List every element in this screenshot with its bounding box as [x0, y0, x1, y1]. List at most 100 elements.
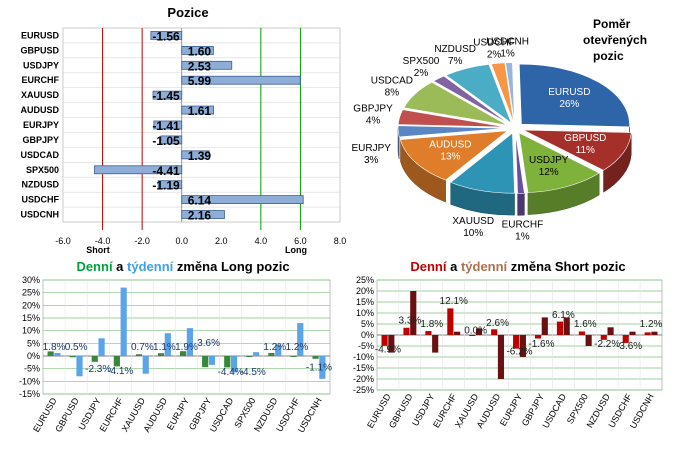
daily-change-bar: [290, 356, 297, 357]
position-bar: [160, 135, 183, 145]
change-y-tick: -25%: [353, 385, 374, 395]
pie-slice-percent: 1%: [515, 231, 530, 242]
weekly-change-bar: [164, 333, 171, 356]
short-title-part-1: Denní: [410, 259, 447, 274]
position-bar: [181, 195, 304, 205]
weekly-change-bar: [563, 317, 570, 335]
change-y-tick: 15%: [356, 297, 374, 307]
pie-slice-label: GBPJPY: [353, 104, 393, 115]
position-category-label: SPX500: [26, 165, 59, 175]
change-y-tick: 5%: [27, 338, 40, 348]
change-y-tick: 15%: [22, 313, 40, 323]
change-value-label: 3.6%: [197, 338, 220, 349]
pie-slice-label: USDCNH: [486, 37, 529, 48]
position-bar: [181, 45, 214, 55]
positions-x-tick: 8.0: [334, 236, 347, 246]
change-value-label: 1.1%: [153, 342, 176, 353]
position-value-label: 2.16: [188, 209, 212, 223]
positions-x-tick: 4.0: [255, 236, 268, 246]
long-title-part-3: týdenní: [127, 259, 174, 274]
change-value-label: 1.8%: [43, 342, 66, 353]
change-y-tick: 20%: [22, 300, 40, 310]
daily-change-bar: [312, 356, 319, 359]
pie-slice-label: EURCHF: [502, 219, 544, 230]
pie-slice-label: USDCAD: [371, 75, 413, 86]
daily-change-bar: [69, 356, 76, 358]
change-value-label: 2.6%: [486, 318, 509, 329]
weekly-change-bar: [275, 344, 282, 356]
position-value-label: 2.53: [188, 59, 212, 73]
position-category-label: USDJPY: [23, 60, 59, 70]
change-y-tick: -15%: [19, 389, 40, 399]
change-value-label: -4.9%: [375, 344, 401, 355]
position-bar: [94, 165, 183, 175]
change-y-tick: 30%: [22, 275, 40, 285]
weekly-change-bar: [142, 356, 149, 374]
position-category-label: GBPUSD: [20, 45, 59, 55]
daily-change-bar: [513, 335, 520, 349]
pie-slice: [450, 132, 515, 194]
change-value-label: 12.1%: [440, 296, 468, 307]
pie-slice-percent: 2%: [487, 49, 502, 60]
change-value-label: 1.2%: [285, 342, 308, 353]
position-bar: [181, 60, 233, 70]
weekly-change-bar: [585, 335, 592, 346]
change-y-tick: 25%: [22, 288, 40, 298]
position-bar: [150, 31, 183, 40]
change-y-tick: -5%: [24, 364, 40, 374]
weekly-change-bar: [186, 328, 193, 356]
pie-slice: [433, 75, 510, 125]
pie-slice: [490, 62, 514, 123]
daily-change-bar: [157, 353, 165, 356]
positions-x-tick: 2.0: [215, 236, 228, 246]
position-category-label: EURJPY: [23, 120, 59, 130]
pie-slice-label: XAUUSD: [452, 216, 494, 227]
change-value-label: -4.1%: [107, 366, 133, 377]
positions-x-tick: 6.0: [294, 236, 307, 246]
position-bar: [152, 90, 183, 100]
change-y-tick: 10%: [356, 308, 374, 318]
daily-change-bar: [381, 335, 388, 346]
change-value-label: 1.2%: [263, 342, 286, 353]
short-change-chart: Denní a týdenní změna Short pozic -25%-2…: [353, 259, 663, 430]
long-change-title: Denní a týdenní změna Long pozic: [76, 259, 289, 274]
pie-slice-label: GBPUSD: [564, 133, 606, 144]
pie-slice-label: NZDUSD: [434, 44, 476, 55]
weekly-change-bar: [297, 323, 304, 356]
daily-change-bar: [47, 351, 54, 356]
short-title-part-2: a: [446, 259, 460, 274]
pie-slice: [400, 130, 509, 181]
change-y-tick: -15%: [353, 363, 374, 373]
daily-change-bar: [447, 308, 454, 335]
position-value-label: 1.61: [188, 104, 212, 118]
weekly-change-bar: [230, 356, 238, 373]
pie-slice-label: EURUSD: [548, 87, 590, 98]
change-plot-area: [42, 279, 331, 395]
daily-change-bar: [246, 356, 253, 357]
weekly-change-bar: [651, 331, 658, 335]
weekly-change-bar: [475, 328, 483, 335]
weekly-change-bar: [98, 338, 105, 356]
change-y-tick: 10%: [22, 326, 40, 336]
weekly-change-bar: [54, 352, 61, 356]
pie-slice: [518, 132, 600, 193]
position-category-label: GBPJPY: [22, 135, 59, 145]
change-value-label: 3.3%: [398, 316, 421, 327]
position-category-label: USDCHF: [22, 195, 60, 205]
pie-slice: [515, 133, 525, 194]
pie-slice-percent: 12%: [539, 167, 559, 178]
change-value-label: -2.2%: [594, 339, 620, 350]
pie-slice-percent: 3%: [364, 155, 379, 166]
weekly-change-bar: [208, 356, 216, 365]
position-category-label: NZDUSD: [22, 180, 60, 190]
position-category-label: XAUUSD: [21, 90, 60, 100]
position-category-label: USDCAD: [20, 150, 59, 160]
pie-slice: [445, 64, 512, 124]
daily-change-bar: [268, 352, 275, 356]
change-value-label: 0.5%: [65, 342, 88, 353]
pie-chart: EURUSD26%GBPUSD11%USDJPY12%EURCHF1%XAUUS…: [351, 17, 647, 242]
daily-change-bar: [202, 356, 209, 368]
positions-x-tick: -6.0: [55, 236, 71, 246]
position-value-label: 5.99: [188, 74, 212, 88]
